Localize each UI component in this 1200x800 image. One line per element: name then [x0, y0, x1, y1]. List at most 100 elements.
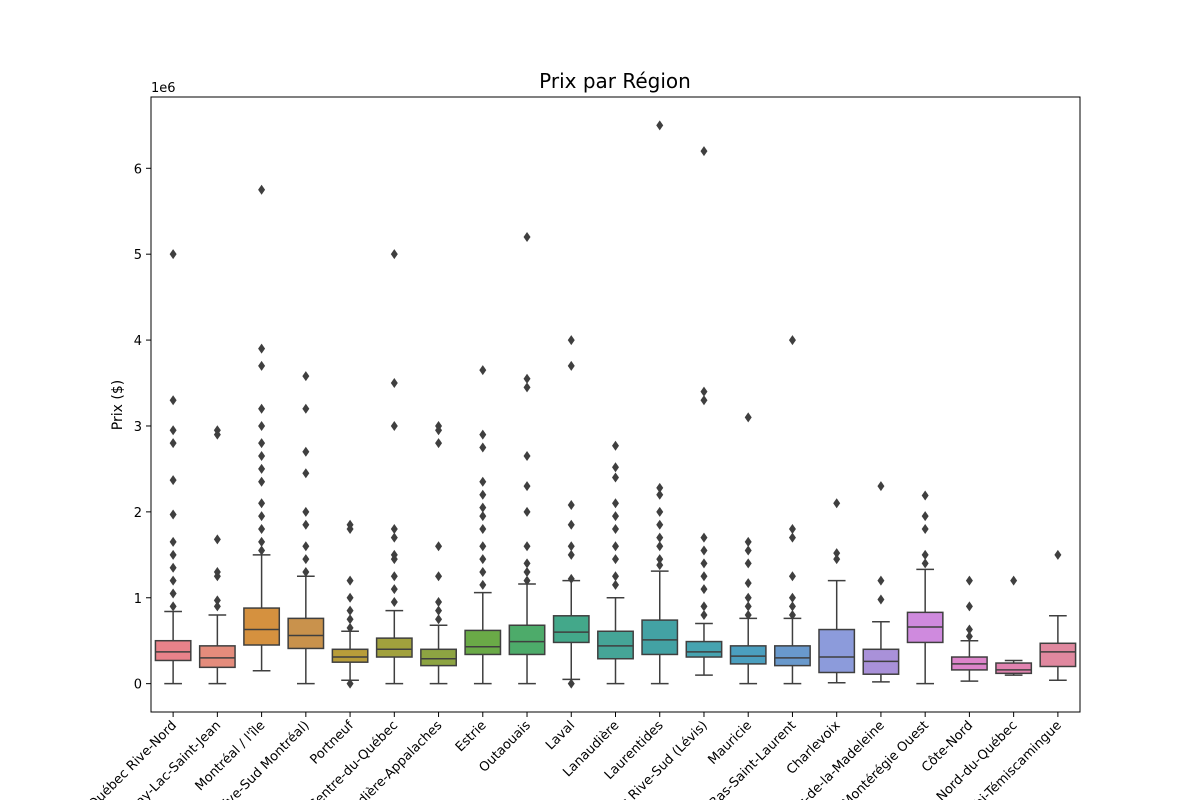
box — [995, 662, 1033, 675]
y-axis-label: Prix ($) — [110, 380, 126, 430]
outlier — [169, 601, 177, 612]
outlier — [169, 425, 177, 436]
outlier — [744, 558, 752, 569]
outlier — [744, 536, 752, 547]
outlier — [612, 571, 619, 582]
outlier — [523, 382, 531, 393]
outlier — [833, 498, 841, 509]
outlier — [302, 371, 310, 382]
box — [331, 648, 369, 663]
outlier — [435, 541, 443, 552]
outlier — [258, 476, 266, 487]
y-tick-label: 3 — [134, 420, 142, 435]
outlier — [479, 566, 487, 577]
outlier — [390, 554, 398, 565]
outlier — [788, 601, 796, 612]
outlier — [258, 403, 266, 414]
outlier — [258, 420, 266, 431]
outlier — [788, 335, 796, 346]
outlier — [612, 579, 619, 590]
outlier — [213, 595, 221, 606]
outlier — [788, 592, 796, 603]
outlier — [169, 588, 177, 599]
outlier — [479, 476, 487, 487]
x-tick-label: Estrie — [453, 718, 490, 755]
outlier — [169, 475, 177, 486]
y-offset-label: 1e6 — [151, 81, 176, 96]
outlier — [346, 524, 354, 535]
outlier — [700, 386, 708, 397]
outlier — [612, 498, 619, 509]
outlier — [346, 575, 354, 586]
outlier — [612, 541, 619, 552]
outlier — [479, 524, 487, 535]
outlier — [435, 614, 443, 625]
outlier — [877, 594, 885, 605]
outlier — [479, 541, 487, 552]
outlier — [965, 631, 973, 642]
outlier — [744, 601, 752, 612]
outlier — [744, 609, 752, 620]
y-tick-label: 2 — [134, 506, 142, 521]
outlier — [390, 584, 398, 595]
outlier — [302, 554, 310, 565]
outlier — [390, 597, 398, 608]
outlier — [258, 463, 266, 474]
outlier — [346, 605, 354, 616]
outlier — [258, 184, 266, 195]
outlier — [258, 545, 266, 556]
outlier — [921, 524, 929, 535]
y-tick-label: 1 — [134, 592, 142, 607]
outlier — [656, 532, 664, 543]
outlier — [877, 481, 885, 492]
x-tick-label: Laval — [543, 718, 578, 753]
x-tick-label: Québec Rive-Nord — [86, 718, 180, 800]
outlier — [479, 554, 487, 565]
outlier — [612, 554, 619, 565]
box — [685, 640, 723, 658]
outlier — [921, 549, 929, 560]
outlier — [346, 678, 354, 689]
outlier — [258, 438, 266, 449]
outlier — [258, 536, 266, 547]
outlier — [523, 575, 531, 586]
outlier — [1010, 575, 1018, 586]
outlier — [612, 472, 619, 483]
box — [375, 637, 413, 658]
outlier — [258, 451, 266, 462]
outlier — [700, 609, 708, 620]
outlier — [921, 490, 929, 501]
outlier — [612, 462, 619, 473]
outlier — [965, 601, 973, 612]
outlier — [479, 511, 487, 522]
outlier — [169, 536, 177, 547]
box — [552, 615, 590, 644]
outlier — [258, 360, 266, 371]
box — [464, 629, 502, 656]
outlier — [700, 558, 708, 569]
box — [774, 645, 811, 667]
outlier — [479, 442, 487, 453]
outlier — [744, 578, 752, 589]
y-tick-label: 4 — [134, 334, 142, 349]
outlier — [656, 519, 664, 530]
outlier — [258, 511, 266, 522]
outlier — [612, 511, 619, 522]
outlier — [612, 440, 619, 451]
outlier — [346, 592, 354, 603]
outlier — [744, 592, 752, 603]
y-tick-label: 0 — [134, 678, 142, 693]
box — [729, 645, 767, 665]
outlier — [390, 524, 398, 535]
outlier — [612, 524, 619, 535]
outlier — [567, 519, 575, 530]
outlier — [169, 395, 177, 406]
outlier — [302, 403, 310, 414]
outlier — [833, 548, 841, 559]
box — [287, 617, 325, 650]
outlier — [833, 554, 841, 565]
outlier — [921, 558, 929, 569]
outlier — [479, 502, 487, 513]
outlier — [346, 622, 354, 633]
